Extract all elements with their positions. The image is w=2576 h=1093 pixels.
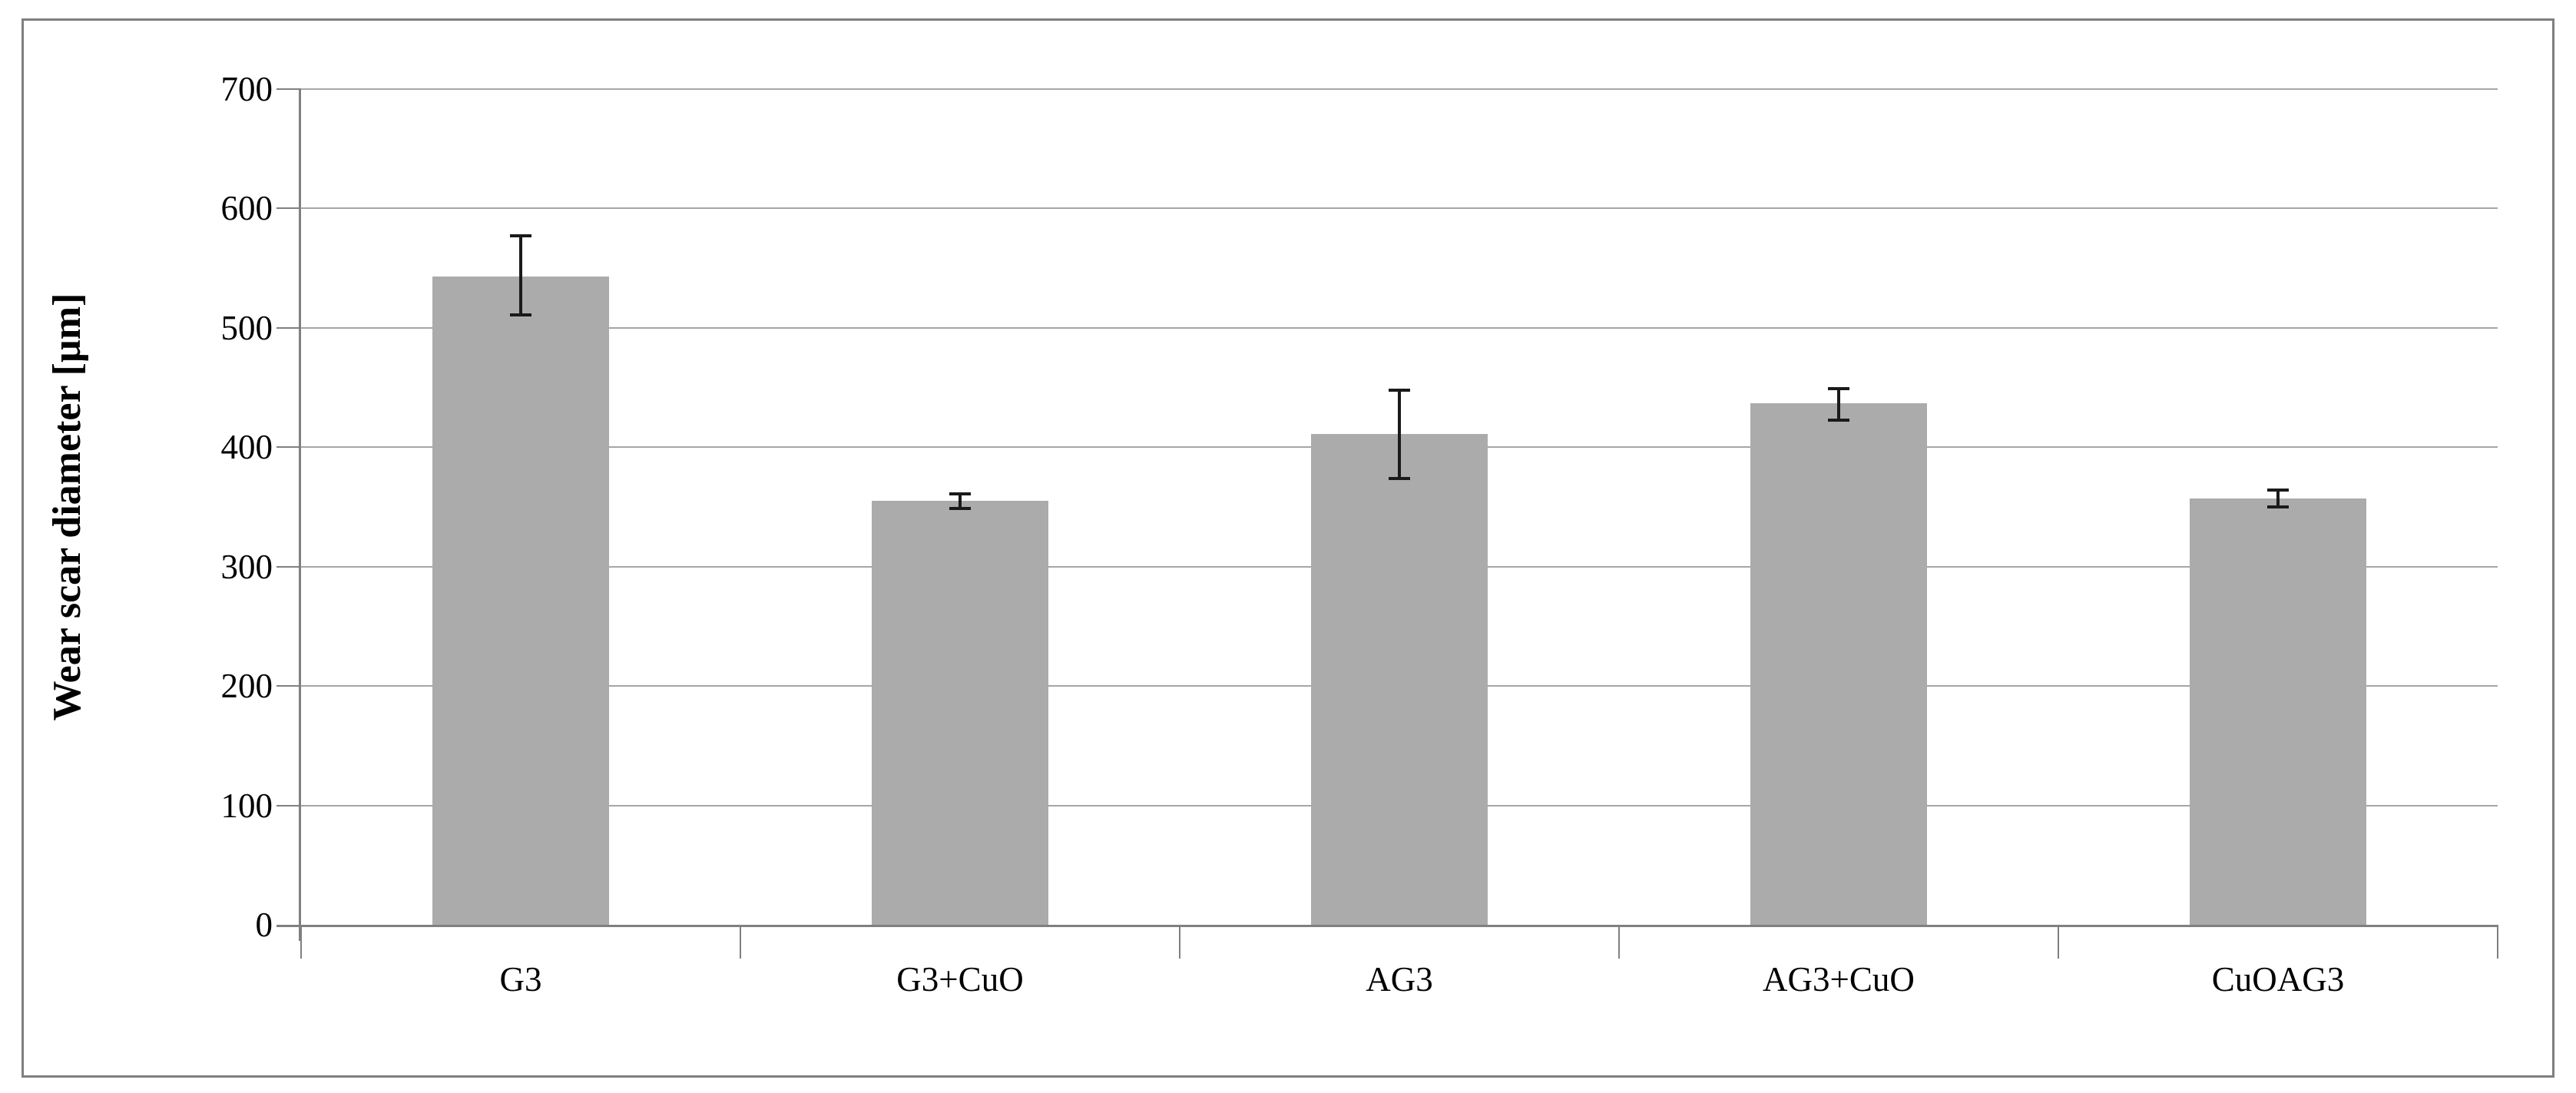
x-tick-mark-1 bbox=[740, 925, 741, 959]
y-tick-label-200: 200 bbox=[220, 667, 273, 705]
category-label-G3+CuO: G3+CuO bbox=[896, 960, 1024, 999]
x-axis-line bbox=[276, 925, 2498, 927]
y-tick-label-300: 300 bbox=[220, 548, 273, 586]
y-tick-mark-100 bbox=[276, 805, 301, 807]
error-bar-shaft-AG3+CuO bbox=[1837, 389, 1840, 420]
error-bar-shaft-G3 bbox=[519, 236, 522, 315]
gridline-700 bbox=[301, 88, 2498, 90]
y-tick-mark-600 bbox=[276, 207, 301, 209]
chart-border bbox=[22, 18, 2554, 1078]
error-bar-cap-top-G3+CuO bbox=[949, 492, 971, 495]
error-bar-cap-bottom-CuOAG3 bbox=[2267, 505, 2289, 508]
error-bar-cap-bottom-AG3+CuO bbox=[1828, 419, 1849, 422]
category-label-AG3+CuO: AG3+CuO bbox=[1763, 960, 1915, 999]
bar-CuOAG3 bbox=[2190, 498, 2366, 925]
category-label-AG3: AG3 bbox=[1366, 960, 1433, 999]
error-bar-cap-bottom-G3 bbox=[510, 313, 531, 316]
x-tick-mark-4 bbox=[2058, 925, 2059, 959]
gridline-600 bbox=[301, 207, 2498, 209]
error-bar-shaft-AG3 bbox=[1398, 390, 1401, 479]
bar-AG3 bbox=[1311, 434, 1488, 925]
y-tick-label-700: 700 bbox=[220, 70, 273, 108]
error-bar-cap-top-AG3+CuO bbox=[1828, 387, 1849, 390]
y-tick-mark-200 bbox=[276, 685, 301, 687]
bar-AG3+CuO bbox=[1750, 403, 1927, 925]
y-tick-label-500: 500 bbox=[220, 309, 273, 347]
error-bar-shaft-G3+CuO bbox=[959, 494, 962, 508]
error-bar-cap-top-AG3 bbox=[1389, 389, 1410, 392]
bar-G3+CuO bbox=[872, 501, 1048, 925]
y-tick-label-100: 100 bbox=[220, 787, 273, 825]
y-axis-line bbox=[299, 89, 301, 941]
gridline-500 bbox=[301, 327, 2498, 329]
error-bar-shaft-CuOAG3 bbox=[2276, 490, 2280, 507]
y-tick-mark-500 bbox=[276, 327, 301, 329]
bar-G3 bbox=[432, 277, 609, 925]
y-axis-title: Wear scar diameter [µm] bbox=[45, 293, 89, 721]
y-tick-mark-400 bbox=[276, 446, 301, 448]
x-tick-mark-0 bbox=[300, 925, 302, 959]
error-bar-cap-bottom-AG3 bbox=[1389, 477, 1410, 480]
y-tick-label-0: 0 bbox=[255, 906, 273, 944]
category-label-CuOAG3: CuOAG3 bbox=[2211, 960, 2345, 999]
y-tick-label-600: 600 bbox=[220, 189, 273, 227]
y-tick-mark-700 bbox=[276, 88, 301, 90]
x-tick-mark-5 bbox=[2497, 925, 2498, 959]
error-bar-cap-top-G3 bbox=[510, 234, 531, 237]
x-tick-mark-2 bbox=[1179, 925, 1180, 959]
error-bar-cap-bottom-G3+CuO bbox=[949, 507, 971, 510]
error-bar-cap-top-CuOAG3 bbox=[2267, 489, 2289, 492]
y-tick-mark-300 bbox=[276, 566, 301, 568]
category-label-G3: G3 bbox=[499, 960, 542, 999]
x-tick-mark-3 bbox=[1618, 925, 1620, 959]
y-tick-label-400: 400 bbox=[220, 428, 273, 466]
